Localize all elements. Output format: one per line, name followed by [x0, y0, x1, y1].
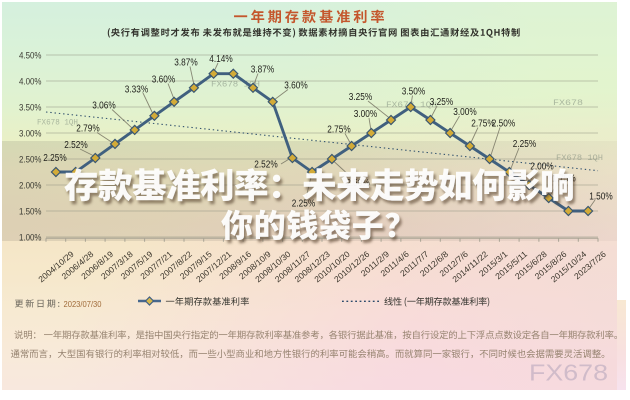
svg-text:3.00%: 3.00% [19, 128, 42, 138]
svg-text:2.52%: 2.52% [64, 140, 88, 151]
svg-text:3.87%: 3.87% [251, 64, 275, 75]
svg-text:1.00%: 1.00% [19, 232, 42, 242]
svg-text:3.06%: 3.06% [92, 100, 116, 111]
svg-text:4.14%: 4.14% [209, 54, 233, 65]
svg-text:FX678 1QH: FX678 1QH [37, 118, 78, 128]
svg-text:2.00%: 2.00% [19, 180, 42, 190]
svg-text:FX678 1QH: FX678 1QH [556, 153, 603, 163]
svg-text:3.25%: 3.25% [349, 92, 373, 103]
svg-text:3.00%: 3.00% [354, 109, 378, 120]
svg-text:3.87%: 3.87% [174, 57, 198, 68]
svg-text:FX678: FX678 [529, 360, 608, 386]
svg-text:3.60%: 3.60% [152, 74, 176, 85]
svg-text:2.75%: 2.75% [471, 118, 495, 129]
svg-text:3.60%: 3.60% [284, 80, 308, 91]
svg-text:2.79%: 2.79% [76, 123, 100, 134]
svg-text:3.00%: 3.00% [453, 107, 477, 118]
svg-text:2.50%: 2.50% [19, 154, 42, 164]
svg-text:3.33%: 3.33% [125, 84, 149, 95]
svg-text:2.25%: 2.25% [43, 153, 67, 164]
svg-text:2.25%: 2.25% [513, 139, 537, 150]
svg-text:2.50%: 2.50% [492, 118, 516, 129]
svg-text:2.25%: 2.25% [292, 198, 316, 209]
svg-text:1.75%: 1.75% [552, 173, 576, 184]
svg-text:2.52%: 2.52% [254, 159, 278, 170]
svg-text:FX678: FX678 [553, 98, 583, 108]
svg-text:4.00%: 4.00% [19, 76, 42, 86]
svg-text:FX678 1QH: FX678 1QH [211, 80, 260, 90]
svg-text:3.50%: 3.50% [402, 86, 426, 97]
svg-text:3.25%: 3.25% [430, 97, 454, 108]
svg-text:1.50%: 1.50% [589, 191, 613, 202]
svg-text:3.50%: 3.50% [19, 102, 42, 112]
svg-text:2.75%: 2.75% [327, 124, 351, 135]
svg-text:1.50%: 1.50% [19, 206, 42, 216]
svg-text:2023/07/30: 2023/07/30 [64, 299, 102, 309]
svg-text:2.00%: 2.00% [530, 161, 554, 172]
svg-text:4.50%: 4.50% [19, 50, 42, 60]
